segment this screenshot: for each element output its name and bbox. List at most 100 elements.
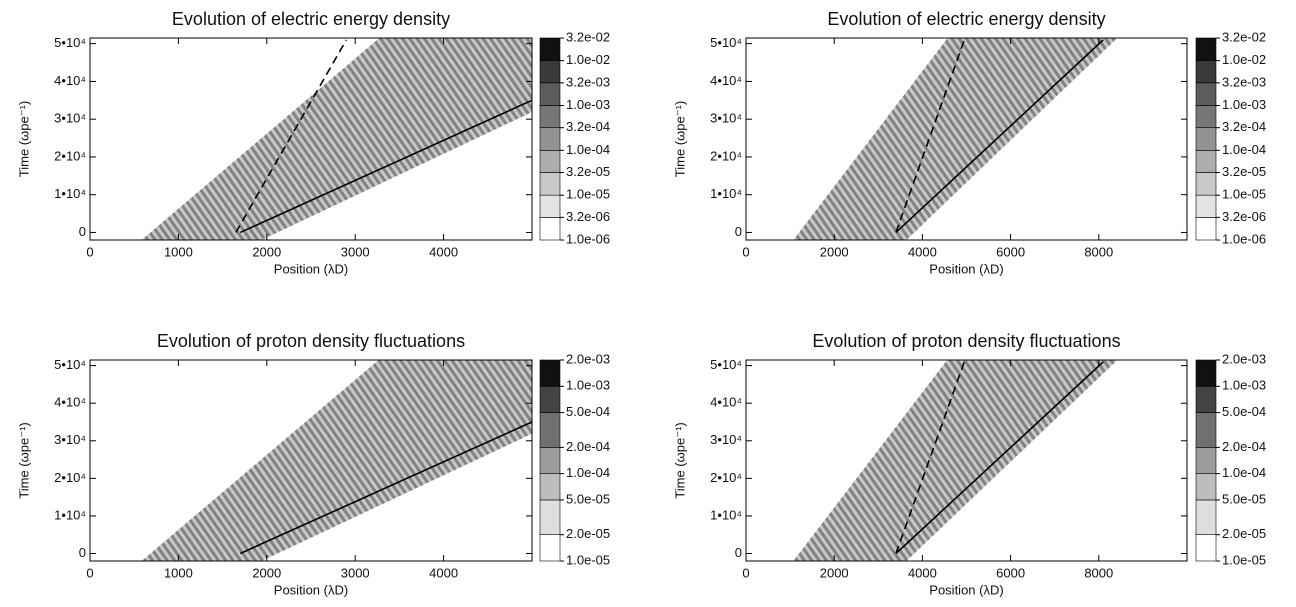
x-axis-label: Position (λD)	[274, 261, 348, 276]
chart-title: Evolution of electric energy density	[827, 9, 1105, 29]
colorbar-bin	[539, 385, 561, 413]
y-axis-label: Time (ωpe⁻¹)	[672, 101, 687, 177]
y-tick-label: 5•10⁴	[710, 35, 742, 50]
colorbar-bin	[1195, 412, 1217, 448]
colorbar-label: 5.0e-05	[566, 491, 610, 506]
y-tick-label: 0	[735, 545, 742, 560]
colorbar-label: 3.2e-06	[1222, 209, 1266, 224]
colorbar-bin	[1195, 60, 1217, 84]
colorbar-label: 1.0e-04	[566, 142, 610, 157]
field	[141, 38, 532, 240]
colorbar-bin	[539, 127, 561, 151]
y-tick-label: 3•10⁴	[54, 432, 86, 447]
y-tick-label: 5•10⁴	[710, 357, 742, 372]
colorbar-bin	[1195, 150, 1217, 173]
chart-title: Evolution of electric energy density	[172, 9, 450, 29]
x-axis-label: Position (λD)	[274, 582, 348, 597]
colorbar-label: 1.0e-02	[1222, 52, 1266, 67]
colorbar-label: 3.2e-04	[566, 119, 610, 134]
colorbar-bin	[1195, 194, 1217, 218]
y-tick-label: 1•10⁴	[710, 186, 742, 201]
plot-frame	[745, 37, 1188, 241]
x-tick-label: 2000	[252, 565, 281, 580]
colorbar-label: 1.0e-05	[1222, 187, 1266, 202]
colorbar-label: 3.2e-05	[1222, 164, 1266, 179]
colorbar-label: 1.0e-03	[1222, 378, 1266, 393]
colorbar-label: 3.2e-05	[566, 164, 610, 179]
x-tick-label: 0	[86, 244, 93, 259]
y-tick-label: 4•10⁴	[54, 395, 86, 410]
texture	[793, 38, 1118, 240]
y-axis-label: Time (ωpe⁻¹)	[16, 101, 31, 177]
x-tick-label: 3000	[341, 244, 370, 259]
colorbar-label: 3.2e-04	[1222, 119, 1266, 134]
colorbar-label: 1.0e-05	[1222, 552, 1266, 567]
colorbar-label: 3.2e-02	[566, 29, 610, 44]
x-tick-label: 2000	[820, 244, 849, 259]
colorbar-bin	[539, 217, 561, 241]
colorbar-label: 5.0e-05	[1222, 491, 1266, 506]
y-tick-label: 4•10⁴	[710, 73, 742, 88]
colorbar-bin	[539, 82, 561, 106]
x-tick-label: 0	[742, 244, 749, 259]
colorbar-label: 1.0e-04	[1222, 465, 1266, 480]
x-tick-label: 1000	[164, 244, 193, 259]
x-tick-label: 8000	[1084, 565, 1113, 580]
colorbar-bin	[539, 172, 561, 196]
texture	[141, 360, 532, 561]
x-tick-label: 6000	[996, 244, 1025, 259]
colorbar-bin	[539, 150, 561, 173]
colorbar-label: 5.0e-04	[566, 404, 610, 419]
plot-frame	[745, 359, 1188, 562]
y-tick-label: 2•10⁴	[54, 470, 86, 485]
annotation-line	[895, 39, 966, 233]
colorbar-bin	[1195, 499, 1217, 536]
y-tick-label: 3•10⁴	[710, 432, 742, 447]
y-tick-label: 0	[79, 545, 86, 560]
colorbar-label: 1.0e-02	[566, 52, 610, 67]
colorbar-bin	[1195, 473, 1217, 501]
colorbar-label: 2.0e-04	[1222, 439, 1266, 454]
x-axis-label: Position (λD)	[929, 261, 1003, 276]
colorbar-label: 2.0e-03	[1222, 351, 1266, 366]
x-tick-label: 6000	[996, 565, 1025, 580]
colorbar-bin	[539, 194, 561, 218]
colorbar-label: 3.2e-03	[1222, 74, 1266, 89]
colorbar-label: 2.0e-03	[566, 351, 610, 366]
panel: 0 2000 4000 6000 8000 0 1•10⁴ 2•10⁴ 3•10⁴ 4•10⁴ 5•…	[672, 331, 1266, 598]
annotation-line	[895, 39, 1104, 234]
colorbar-label: 3.2e-02	[1222, 29, 1266, 44]
colorbar-label: 1.0e-06	[1222, 231, 1266, 246]
x-tick-label: 4000	[429, 244, 458, 259]
colorbar-bin	[539, 37, 561, 61]
colorbar-bin	[539, 105, 561, 128]
colorbar-bin	[1195, 217, 1217, 241]
colorbar-bin	[1195, 534, 1217, 562]
chart-title: Evolution of proton density fluctuations	[812, 331, 1120, 351]
colorbar-bin	[539, 499, 561, 536]
y-tick-label: 1•10⁴	[54, 186, 86, 201]
colorbar-label: 1.0e-05	[566, 552, 610, 567]
colorbar-bin	[1195, 172, 1217, 196]
colorbar-bin	[1195, 82, 1217, 106]
plot-frame	[89, 359, 533, 562]
colorbar-label: 1.0e-03	[566, 97, 610, 112]
colorbar-label: 2.0e-04	[566, 439, 610, 454]
panel: 0 2000 4000 6000 8000 0 1•10⁴ 2•10⁴ 3•10⁴ 4•10⁴ 5•…	[672, 9, 1266, 277]
y-tick-label: 1•10⁴	[54, 507, 86, 522]
colorbar-label: 2.0e-05	[566, 526, 610, 541]
x-tick-label: 3000	[341, 565, 370, 580]
x-tick-label: 2000	[820, 565, 849, 580]
colorbar-label: 1.0e-03	[566, 378, 610, 393]
x-tick-label: 2000	[252, 244, 281, 259]
x-tick-label: 4000	[908, 565, 937, 580]
plot-frame	[89, 37, 533, 241]
colorbar-bin	[1195, 359, 1217, 387]
annotation-line	[239, 421, 532, 555]
x-tick-label: 0	[86, 565, 93, 580]
colorbar-bin	[1195, 37, 1217, 61]
y-tick-label: 4•10⁴	[710, 395, 742, 410]
colorbar-bin	[539, 473, 561, 501]
